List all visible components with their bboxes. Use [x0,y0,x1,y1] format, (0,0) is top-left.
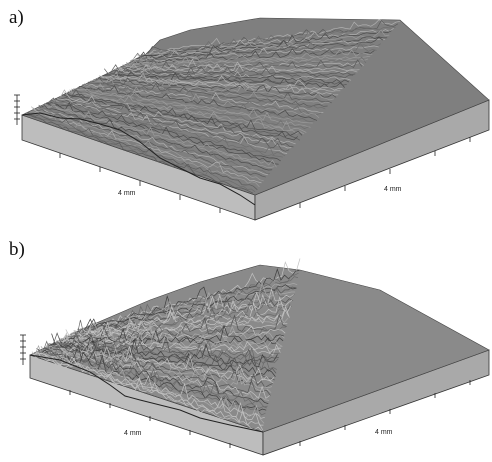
surface-ridge-line [34,109,266,178]
surface-ridge-line [27,111,258,191]
surface-ridge-line [47,344,275,382]
surface-ridge-line [39,343,269,405]
surface-ridge-line [36,348,266,416]
surface-ridge-line [86,82,326,110]
surface-ridge-line [126,49,373,66]
surface-ridge-line [61,325,286,341]
surface-ridge-line [33,351,264,426]
surface-ridge-line [147,20,399,54]
surface-ridge-line [149,19,401,54]
surface-ridge-line [111,64,356,76]
panel-b-x-axis-label: 4 mm [124,430,142,437]
surface-ridge-line [42,103,275,168]
panel-b-ticks [20,334,471,448]
panel-a-surface-plot [14,17,490,221]
surface-ridge-line [79,258,301,333]
panel-b-label: b) [9,239,25,260]
surface-ridge-line [129,42,377,63]
surface-ridge-line [73,88,311,128]
surface-ridge-line [47,102,281,162]
surface-ridge-line [140,29,390,57]
surface-ridge-line [25,112,256,193]
surface-ridge-line [135,36,384,61]
surface-ridge-line [57,327,283,348]
surface-ridge-line [32,107,264,182]
surface-ridge-line [61,325,286,343]
surface-ridge-line [54,98,290,152]
surface-ridge-line [64,88,301,141]
surface-ridge-line [53,100,288,154]
surface-ridge-line [91,77,332,104]
surface-ridge-line [128,48,375,65]
surface-ridge-line [40,105,273,171]
surface-ridge-line [62,93,298,141]
surface-ridge-line [52,331,279,361]
panel-b-y-axis-label: 4 mm [375,429,393,436]
panel-a-x-axis-label: 4 mm [118,190,136,197]
panel-a-label: a) [9,7,24,28]
surface-ridge-line [67,90,305,135]
surface-ridge-line [87,81,328,107]
surface-ridge-line [80,83,320,119]
surface-ridge-line [60,323,285,344]
surface-ridge-line [29,111,260,188]
surface-ridge-line [72,287,295,334]
surface-ridge-line [70,293,293,337]
surface-ridge-line [37,349,267,412]
surface-ridge-line [51,98,286,157]
surface-ridge-line [23,113,254,194]
surface-ridge-line [51,333,278,367]
surface-ridge-line [77,272,299,333]
surface-ridge-line [142,30,392,57]
panel-b-front-edge [29,354,264,433]
surface-ridge-line [73,282,296,336]
panel-b-ridges [31,258,301,432]
panel-a-ticks [14,94,471,213]
surface-ridge-line [74,88,313,124]
surface-ridge-line [38,340,268,408]
surface-ridge-line [107,68,352,81]
surface-ridge-line [54,338,280,359]
surface-ridge-line [113,63,358,74]
surface-ridge-line [43,345,272,394]
panel-a-front-edge [21,112,256,206]
panel-a-ridges [23,19,401,194]
surface-ridge-line [146,26,396,56]
surface-ridge-line [52,339,279,365]
panel-b-top-surface [29,264,490,433]
surface-ridge-line [32,352,264,431]
surface-ridge-line [136,38,386,60]
surface-ridge-line [120,56,367,68]
panel-a-y-axis-label: 4 mm [384,186,402,193]
surface-ridge-line [71,88,309,130]
surface-ridge-line [84,82,324,113]
surface-ridge-line [49,97,283,158]
surface-ridge-line [64,317,289,341]
surface-ridge-line [131,45,379,62]
surface-ridge-line [95,77,337,98]
surface-ridge-line [109,66,354,79]
surface-ridge-line [47,339,275,381]
